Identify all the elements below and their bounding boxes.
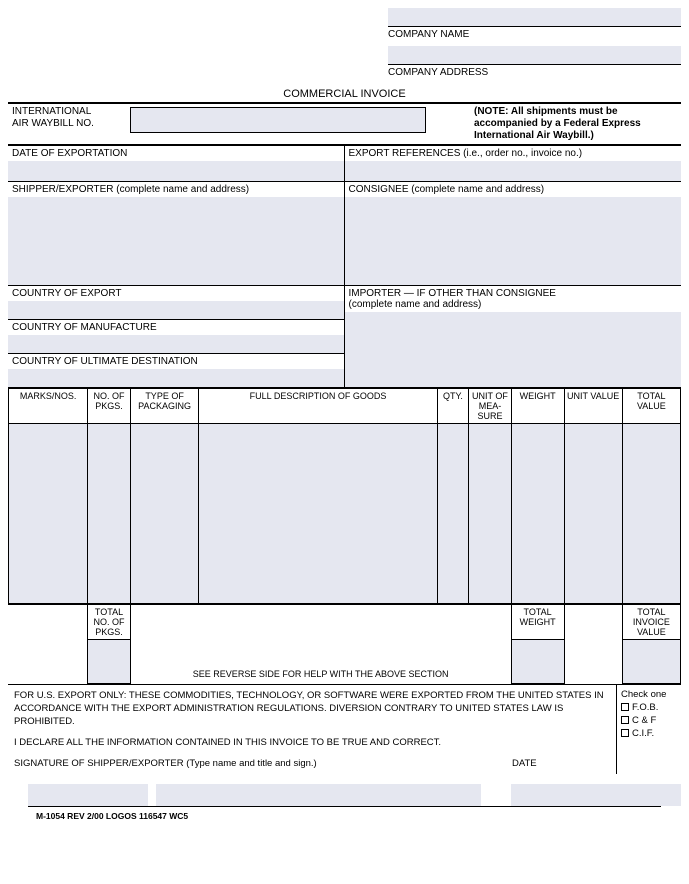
date-exportation-label: DATE OF EXPORTATION bbox=[8, 146, 344, 161]
unit-measure-input[interactable] bbox=[469, 424, 511, 604]
declare-statement: I DECLARE ALL THE INFORMATION CONTAINED … bbox=[8, 732, 616, 753]
signature-label: SIGNATURE OF SHIPPER/EXPORTER (Type name… bbox=[8, 753, 506, 774]
form-title: COMMERCIAL INVOICE bbox=[8, 84, 681, 102]
date-exportation-input[interactable] bbox=[8, 161, 344, 181]
awb-label: INTERNATIONAL AIR WAYBILL NO. bbox=[8, 104, 128, 144]
export-refs-label: EXPORT REFERENCES (i.e., order no., invo… bbox=[345, 146, 682, 161]
total-weight-label: TOTAL WEIGHT bbox=[511, 604, 564, 640]
total-value-input[interactable] bbox=[622, 424, 680, 604]
col-total-value: TOTAL VALUE bbox=[622, 388, 680, 424]
total-no-pkgs-label: TOTAL NO. OF PKGS. bbox=[88, 604, 130, 640]
reverse-note: SEE REVERSE SIDE FOR HELP WITH THE ABOVE… bbox=[130, 604, 511, 684]
type-pkg-input[interactable] bbox=[130, 424, 199, 604]
total-no-pkgs-input[interactable] bbox=[88, 639, 130, 683]
country-destination-label: COUNTRY OF ULTIMATE DESTINATION bbox=[8, 354, 344, 369]
signature-fill-1[interactable] bbox=[28, 784, 148, 806]
col-qty: QTY. bbox=[437, 388, 469, 424]
importer-label: IMPORTER — IF OTHER THAN CONSIGNEE (comp… bbox=[345, 286, 682, 312]
col-full-desc: FULL DESCRIPTION OF GOODS bbox=[199, 388, 437, 424]
total-invoice-value-input[interactable] bbox=[622, 639, 680, 683]
date-fill[interactable] bbox=[511, 784, 681, 806]
country-manufacture-label: COUNTRY OF MANUFACTURE bbox=[8, 320, 344, 335]
col-weight: WEIGHT bbox=[511, 388, 564, 424]
country-destination-input[interactable] bbox=[8, 369, 344, 387]
cf-option[interactable]: C & F bbox=[621, 714, 677, 727]
awb-number-input[interactable] bbox=[130, 107, 426, 133]
consignee-label: CONSIGNEE (complete name and address) bbox=[345, 182, 682, 197]
unit-value-input[interactable] bbox=[564, 424, 622, 604]
shipper-input[interactable] bbox=[8, 197, 344, 285]
col-type-pkg: TYPE OF PACKAGING bbox=[130, 388, 199, 424]
export-refs-input[interactable] bbox=[345, 161, 682, 181]
date-label: DATE bbox=[506, 753, 616, 774]
consignee-input[interactable] bbox=[345, 197, 682, 285]
col-unit-measure: UNIT OF MEA- SURE bbox=[469, 388, 511, 424]
marks-input[interactable] bbox=[9, 424, 88, 604]
country-export-input[interactable] bbox=[8, 301, 344, 319]
qty-input[interactable] bbox=[437, 424, 469, 604]
company-address-label: COMPANY ADDRESS bbox=[388, 64, 681, 84]
col-unit-value: UNIT VALUE bbox=[564, 388, 622, 424]
company-name-label: COMPANY NAME bbox=[388, 26, 681, 46]
export-only-statement: FOR U.S. EXPORT ONLY: THESE COMMODITIES,… bbox=[8, 685, 616, 732]
no-pkgs-input[interactable] bbox=[88, 424, 130, 604]
col-marks: MARKS/NOS. bbox=[9, 388, 88, 424]
total-weight-input[interactable] bbox=[511, 639, 564, 683]
goods-table: MARKS/NOS. NO. OF PKGS. TYPE OF PACKAGIN… bbox=[8, 387, 681, 684]
check-one-title: Check one bbox=[621, 688, 677, 701]
company-address-field[interactable]: COMPANY ADDRESS bbox=[388, 46, 681, 84]
fob-option[interactable]: F.O.B. bbox=[621, 701, 677, 714]
importer-input[interactable] bbox=[345, 312, 682, 387]
weight-input[interactable] bbox=[511, 424, 564, 604]
col-no-pkgs: NO. OF PKGS. bbox=[88, 388, 130, 424]
cif-option[interactable]: C.I.F. bbox=[621, 727, 677, 740]
form-number: M-1054 REV 2/00 LOGOS 116547 WC5 bbox=[8, 807, 681, 821]
company-name-field[interactable]: COMPANY NAME bbox=[388, 8, 681, 46]
shipper-label: SHIPPER/EXPORTER (complete name and addr… bbox=[8, 182, 344, 197]
country-export-label: COUNTRY OF EXPORT bbox=[8, 286, 344, 301]
signature-fill-2[interactable] bbox=[156, 784, 481, 806]
awb-note: (NOTE: All shipments must be accompanied… bbox=[468, 104, 681, 144]
check-one-box: Check one F.O.B. C & F C.I.F. bbox=[616, 685, 681, 774]
full-desc-input[interactable] bbox=[199, 424, 437, 604]
total-invoice-value-label: TOTAL INVOICE VALUE bbox=[622, 604, 680, 640]
country-manufacture-input[interactable] bbox=[8, 335, 344, 353]
